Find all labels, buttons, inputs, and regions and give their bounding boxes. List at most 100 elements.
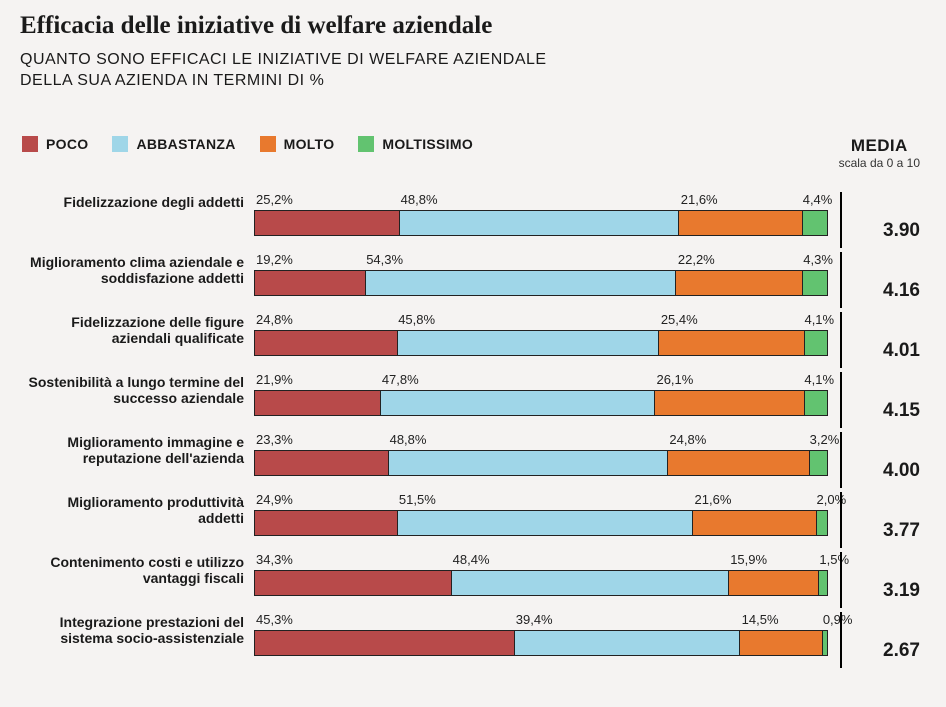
bar-segment: [255, 511, 397, 535]
segment-value-label: 0,9%: [823, 612, 828, 630]
legend-item: MOLTO: [260, 136, 335, 152]
bar-segment: [678, 211, 802, 235]
legend-label: MOLTISSIMO: [382, 136, 473, 152]
bar-segment: [802, 211, 827, 235]
bar-segment: [255, 571, 451, 595]
media-cell: 4.01: [840, 312, 926, 368]
segment-value-label: 39,4%: [514, 612, 740, 630]
bar-segment: [388, 451, 667, 475]
segment-value-label: 48,8%: [388, 432, 668, 450]
segment-value-label: 4,1%: [804, 372, 828, 390]
legend-item: MOLTISSIMO: [358, 136, 473, 152]
stacked-bar: [254, 450, 828, 476]
bar-segment: [255, 271, 365, 295]
bar-segment: [365, 271, 676, 295]
chart-title: Efficacia delle iniziative di welfare az…: [20, 12, 926, 40]
bar-segment: [255, 391, 380, 415]
bar-segment: [822, 631, 827, 655]
media-value: 3.19: [883, 580, 920, 602]
segment-value-label: 45,3%: [254, 612, 514, 630]
row-chart: 24,9%51,5%21,6%2,0%: [254, 492, 828, 548]
segment-value-label: 25,2%: [254, 192, 399, 210]
segment-value-label: 19,2%: [254, 252, 364, 270]
media-cell: 3.77: [840, 492, 926, 548]
row-label: Fidelizzazione degli addetti: [20, 192, 254, 248]
segment-value-label: 15,9%: [728, 552, 819, 570]
legend: POCO ABBASTANZA MOLTO MOLTISSIMO: [20, 136, 473, 152]
segment-value-label: 4,3%: [803, 252, 828, 270]
segment-value-label: 22,2%: [676, 252, 803, 270]
bar-segment: [451, 571, 728, 595]
row-label: Integrazione prestazioni del sistema soc…: [20, 612, 254, 668]
segment-value-label: 4,4%: [803, 192, 828, 210]
legend-swatch: [358, 136, 374, 152]
segment-value-label: 54,3%: [364, 252, 676, 270]
legend-label: ABBASTANZA: [136, 136, 235, 152]
chart-row: Integrazione prestazioni del sistema soc…: [20, 612, 926, 668]
stacked-bar: [254, 330, 828, 356]
segment-value-label: 21,9%: [254, 372, 380, 390]
bar-segment: [728, 571, 819, 595]
subtitle-line-1: QUANTO SONO EFFICACI LE INIZIATIVE DI WE…: [20, 51, 547, 68]
segment-value-label: 14,5%: [740, 612, 823, 630]
value-labels: 45,3%39,4%14,5%0,9%: [254, 612, 828, 630]
chart-row: Miglioramento produttività addetti24,9%5…: [20, 492, 926, 548]
row-chart: 21,9%47,8%26,1%4,1%: [254, 372, 828, 428]
bar-segment: [397, 331, 659, 355]
segment-value-label: 3,2%: [810, 432, 828, 450]
segment-value-label: 34,3%: [254, 552, 451, 570]
chart-row: Sostenibilità a lungo termine del succes…: [20, 372, 926, 428]
subtitle-line-2: DELLA SUA AZIENDA IN TERMINI DI %: [20, 72, 324, 89]
row-chart: 23,3%48,8%24,8%3,2%: [254, 432, 828, 488]
row-chart: 19,2%54,3%22,2%4,3%: [254, 252, 828, 308]
media-value: 3.77: [883, 520, 920, 542]
segment-value-label: 48,8%: [399, 192, 679, 210]
bar-segment: [802, 271, 827, 295]
value-labels: 24,8%45,8%25,4%4,1%: [254, 312, 828, 330]
bar-segment: [380, 391, 654, 415]
chart-row: Miglioramento immagine e reputazione del…: [20, 432, 926, 488]
media-cell: 4.16: [840, 252, 926, 308]
value-labels: 19,2%54,3%22,2%4,3%: [254, 252, 828, 270]
segment-value-label: 24,8%: [254, 312, 396, 330]
chart-row: Miglioramento clima aziendale e soddisfa…: [20, 252, 926, 308]
segment-value-label: 25,4%: [659, 312, 805, 330]
stacked-bar: [254, 210, 828, 236]
bar-segment: [514, 631, 739, 655]
legend-item: ABBASTANZA: [112, 136, 235, 152]
bar-segment: [397, 511, 692, 535]
legend-swatch: [260, 136, 276, 152]
bar-segment: [675, 271, 802, 295]
chart-rows: Fidelizzazione degli addetti25,2%48,8%21…: [20, 192, 926, 668]
row-label: Miglioramento immagine e reputazione del…: [20, 432, 254, 488]
row-label: Miglioramento produttività addetti: [20, 492, 254, 548]
chart-row: Fidelizzazione delle figure aziendali qu…: [20, 312, 926, 368]
row-label: Sostenibilità a lungo termine del succes…: [20, 372, 254, 428]
value-labels: 21,9%47,8%26,1%4,1%: [254, 372, 828, 390]
legend-swatch: [22, 136, 38, 152]
media-cell: 3.19: [840, 552, 926, 608]
segment-value-label: 24,8%: [667, 432, 809, 450]
bar-segment: [255, 211, 399, 235]
legend-label: POCO: [46, 136, 88, 152]
segment-value-label: 51,5%: [397, 492, 693, 510]
segment-value-label: 45,8%: [396, 312, 659, 330]
media-value: 3.90: [883, 220, 920, 242]
segment-value-label: 2,0%: [817, 492, 828, 510]
bar-segment: [654, 391, 803, 415]
media-value: 4.15: [883, 400, 920, 422]
segment-value-label: 24,9%: [254, 492, 397, 510]
media-cell: 4.15: [840, 372, 926, 428]
segment-value-label: 21,6%: [679, 192, 803, 210]
row-chart: 25,2%48,8%21,6%4,4%: [254, 192, 828, 248]
segment-value-label: 47,8%: [380, 372, 655, 390]
bar-segment: [667, 451, 809, 475]
legend-item: POCO: [22, 136, 88, 152]
media-cell: 4.00: [840, 432, 926, 488]
stacked-bar: [254, 570, 828, 596]
segment-value-label: 23,3%: [254, 432, 388, 450]
bar-segment: [255, 631, 514, 655]
media-value: 4.00: [883, 460, 920, 482]
segment-value-label: 4,1%: [804, 312, 828, 330]
stacked-bar: [254, 510, 828, 536]
